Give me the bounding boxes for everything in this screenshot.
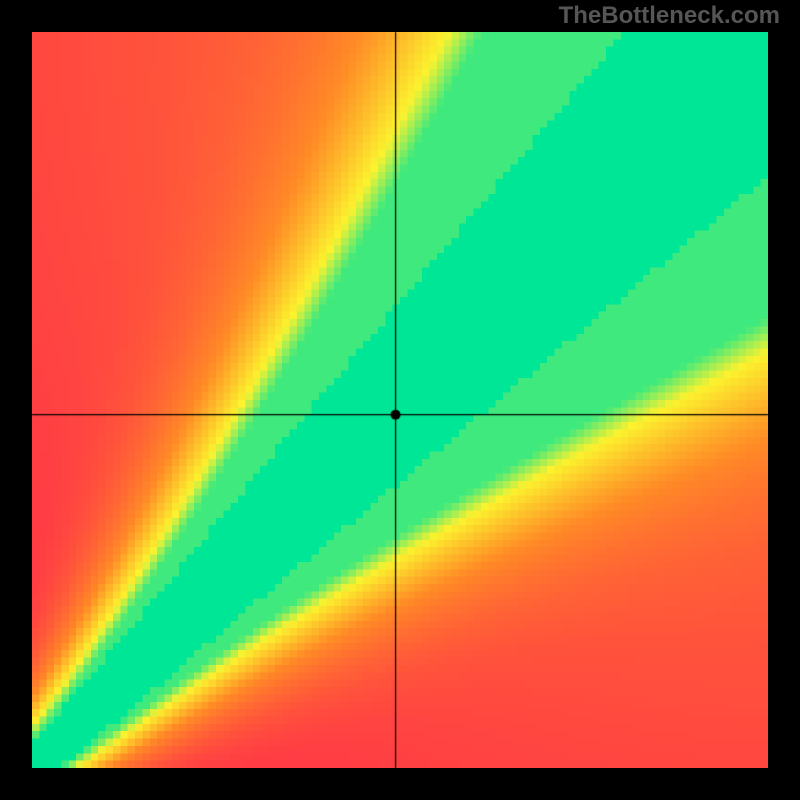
watermark-text: TheBottleneck.com: [559, 2, 780, 30]
crosshair-overlay: [0, 0, 800, 800]
chart-container: TheBottleneck.com: [0, 0, 800, 800]
